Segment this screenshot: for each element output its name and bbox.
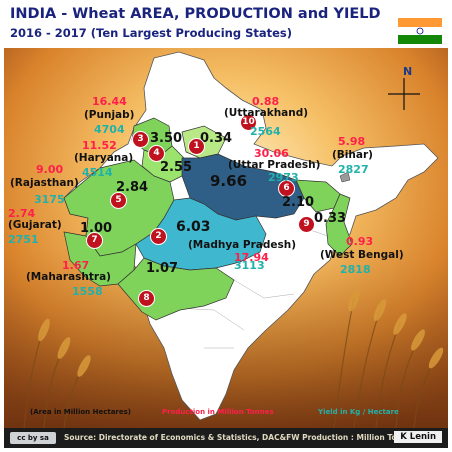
uttarakhand-name: (Uttarakhand) xyxy=(224,107,309,119)
haryana-yield: 4514 xyxy=(82,166,113,179)
gujarat-area: 1.00 xyxy=(80,221,113,236)
bihar-rank-badge: 6 xyxy=(278,180,295,197)
compass-icon xyxy=(388,78,420,110)
punjab-production: 16.44 xyxy=(92,95,127,108)
bihar-area: 2.10 xyxy=(282,195,315,210)
west-bengal-production: 0.93 xyxy=(346,235,374,248)
maharashtra-name: (Maharashtra) xyxy=(26,271,111,283)
uttar-pradesh-rank-badge: 1 xyxy=(188,138,205,155)
wheat-ears xyxy=(38,288,444,377)
flag-icon xyxy=(398,18,442,44)
uttar-pradesh-name: (Uttar Pradesh) xyxy=(228,159,321,171)
haryana-area: 2.55 xyxy=(160,160,193,175)
page-subtitle: 2016 - 2017 (Ten Largest Producing State… xyxy=(10,26,293,40)
source-note: Source: Directorate of Economics & Stati… xyxy=(64,433,417,442)
madhya-pradesh-area: 6.03 xyxy=(176,219,211,235)
map-west-bengal xyxy=(325,193,353,257)
rajasthan-yield: 3175 xyxy=(34,193,65,206)
map-sikkim xyxy=(339,171,351,183)
uttar-pradesh-area: 9.66 xyxy=(210,172,248,190)
bihar-production: 5.98 xyxy=(338,135,366,148)
maharashtra-yield: 1558 xyxy=(72,285,103,298)
bihar-name: (Bihar) xyxy=(332,149,373,161)
uttarakhand-area: 0.34 xyxy=(200,131,233,146)
legend-production: Production in Million Tonnes xyxy=(162,408,274,416)
uttar-pradesh-yield: 3113 xyxy=(234,259,265,272)
haryana-production: 11.52 xyxy=(82,139,117,152)
rajasthan-area: 2.84 xyxy=(116,180,149,195)
uttarakhand-production: 0.88 xyxy=(252,95,280,108)
uttarakhand-yield: 2564 xyxy=(250,125,281,138)
west-bengal-rank-badge: 9 xyxy=(298,216,315,233)
cc-license-badge: cc by sa xyxy=(10,432,56,444)
uttar-pradesh-production: 30.06 xyxy=(254,147,289,160)
maharashtra-area: 1.07 xyxy=(146,261,179,276)
madhya-pradesh-production: 17.94 xyxy=(234,251,269,264)
legend-yield: Yield in Kg / Hectare xyxy=(318,408,399,416)
maharashtra-rank-badge: 8 xyxy=(138,290,155,307)
gujarat-yield: 2751 xyxy=(8,233,39,246)
author-credit: K Lenin xyxy=(394,431,442,443)
rajasthan-name: (Rajasthan) xyxy=(10,177,79,189)
bihar-yield: 2827 xyxy=(338,163,369,176)
haryana-rank-badge: 4 xyxy=(148,145,165,162)
map-panel xyxy=(4,48,448,428)
madhya-pradesh-rank-badge: 2 xyxy=(150,228,167,245)
west-bengal-name: (West Bengal) xyxy=(320,249,404,261)
compass-north-label: N xyxy=(403,65,413,78)
title-bar: INDIA - Wheat AREA, PRODUCTION and YIELD… xyxy=(4,2,448,48)
punjab-yield: 4704 xyxy=(94,123,125,136)
footer: cc by sa Source: Directorate of Economic… xyxy=(4,428,448,448)
punjab-name: (Punjab) xyxy=(84,109,135,121)
punjab-area: 3.50 xyxy=(150,131,183,146)
madhya-pradesh-yield: 2973 xyxy=(268,171,299,184)
haryana-name: (Haryana) xyxy=(74,152,134,164)
india-wheat-map xyxy=(4,48,448,428)
maharashtra-production: 1.67 xyxy=(62,259,90,272)
page-title: INDIA - Wheat AREA, PRODUCTION and YIELD xyxy=(10,6,381,22)
rajasthan-production: 9.00 xyxy=(36,163,64,176)
gujarat-name: (Gujarat) xyxy=(8,219,62,231)
madhya-pradesh-name: (Madhya Pradesh) xyxy=(188,239,297,251)
west-bengal-area: 0.33 xyxy=(314,211,347,226)
gujarat-rank-badge: 7 xyxy=(86,232,103,249)
uttarakhand-rank-badge: 10 xyxy=(240,114,257,131)
west-bengal-yield: 2818 xyxy=(340,263,371,276)
gujarat-production: 2.74 xyxy=(8,207,36,220)
rajasthan-rank-badge: 5 xyxy=(110,192,127,209)
legend-area: (Area in Million Hectares) xyxy=(30,408,131,416)
punjab-rank-badge: 3 xyxy=(132,131,149,148)
